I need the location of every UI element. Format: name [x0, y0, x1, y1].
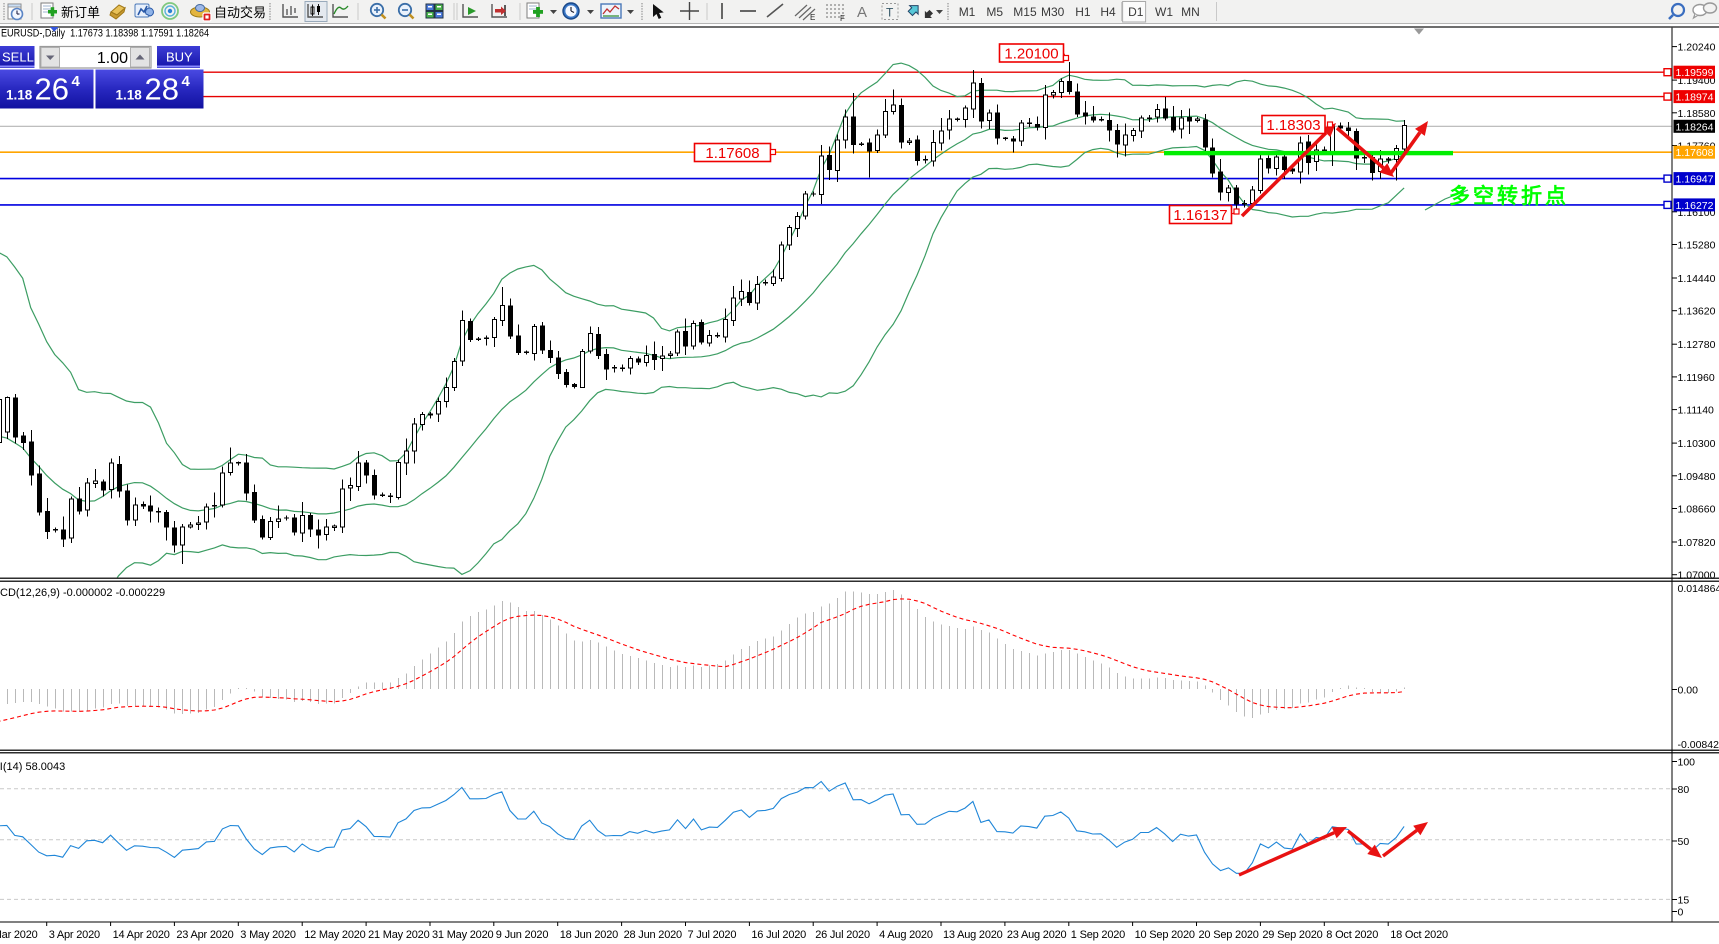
svg-text:3 Apr 2020: 3 Apr 2020: [49, 929, 100, 941]
svg-text:M5: M5: [986, 5, 1003, 19]
svg-text:F: F: [840, 14, 845, 23]
svg-text:4: 4: [182, 73, 191, 90]
svg-text:1.09480: 1.09480: [1678, 471, 1716, 483]
svg-text:1.07820: 1.07820: [1678, 537, 1716, 549]
svg-text:8 Oct 2020: 8 Oct 2020: [1326, 929, 1378, 941]
svg-text:25 Mar 2020: 25 Mar 2020: [0, 929, 38, 941]
svg-text:1.16137: 1.16137: [1173, 207, 1227, 224]
svg-text:1.19599: 1.19599: [1676, 67, 1714, 79]
svg-text:多空转折点: 多空转折点: [1449, 184, 1569, 208]
svg-text:1.18303: 1.18303: [1266, 117, 1320, 134]
svg-text:14 Apr 2020: 14 Apr 2020: [113, 929, 170, 941]
svg-text:1.07000: 1.07000: [1678, 570, 1716, 582]
svg-text:D1: D1: [1128, 5, 1144, 19]
svg-text:EURUSD-,Daily 1.17673 1.18398: EURUSD-,Daily 1.17673 1.18398 1.17591 1.…: [1, 28, 209, 40]
svg-text:18 Oct 2020: 18 Oct 2020: [1390, 929, 1448, 941]
svg-text:1.18974: 1.18974: [1676, 92, 1714, 104]
svg-text:M1: M1: [959, 5, 976, 19]
svg-text:23 Aug 2020: 23 Aug 2020: [1007, 929, 1067, 941]
svg-text:1.14440: 1.14440: [1678, 273, 1716, 285]
svg-text:31 May 2020: 31 May 2020: [432, 929, 493, 941]
svg-text:1 Sep 2020: 1 Sep 2020: [1071, 929, 1125, 941]
svg-text:21 May 2020: 21 May 2020: [368, 929, 429, 941]
svg-text:12 May 2020: 12 May 2020: [304, 929, 365, 941]
svg-text:1.10300: 1.10300: [1678, 438, 1716, 450]
svg-text:-0.008425: -0.008425: [1678, 739, 1719, 751]
svg-text:1.15280: 1.15280: [1678, 240, 1716, 252]
svg-text:0: 0: [1678, 907, 1684, 919]
svg-text:RSI(14) 58.0043: RSI(14) 58.0043: [0, 761, 65, 773]
svg-text:1.18264: 1.18264: [1676, 121, 1714, 133]
svg-text:M15: M15: [1013, 5, 1037, 19]
svg-text:MN: MN: [1181, 5, 1200, 19]
svg-text:E: E: [810, 13, 815, 22]
svg-text:16 Jul 2020: 16 Jul 2020: [751, 929, 806, 941]
svg-text:100: 100: [1678, 757, 1696, 769]
svg-text:10 Sep 2020: 10 Sep 2020: [1135, 929, 1195, 941]
svg-text:1.18580: 1.18580: [1678, 108, 1716, 120]
svg-text:29 Sep 2020: 29 Sep 2020: [1262, 929, 1322, 941]
svg-text:28: 28: [145, 72, 179, 107]
svg-text:MACD(12,26,9) -0.000002 -0.000: MACD(12,26,9) -0.000002 -0.000229: [0, 587, 165, 599]
svg-text:4: 4: [72, 73, 81, 90]
svg-text:自动交易: 自动交易: [214, 5, 266, 20]
svg-text:1.12780: 1.12780: [1678, 339, 1716, 351]
svg-text:W1: W1: [1155, 5, 1173, 19]
svg-text:0.00: 0.00: [1678, 685, 1699, 697]
svg-text:28 Jun 2020: 28 Jun 2020: [624, 929, 682, 941]
svg-text:50: 50: [1678, 836, 1690, 848]
svg-text:1.17608: 1.17608: [705, 145, 759, 162]
svg-text:13 Aug 2020: 13 Aug 2020: [943, 929, 1003, 941]
svg-text:1.00: 1.00: [97, 50, 128, 67]
svg-text:1.16947: 1.16947: [1676, 174, 1714, 186]
svg-text:23 Apr 2020: 23 Apr 2020: [176, 929, 233, 941]
svg-text:9 Jun 2020: 9 Jun 2020: [496, 929, 549, 941]
svg-text:1.20100: 1.20100: [1004, 45, 1058, 62]
svg-text:1.13620: 1.13620: [1678, 306, 1716, 318]
svg-text:H1: H1: [1075, 5, 1091, 19]
svg-text:18 Jun 2020: 18 Jun 2020: [560, 929, 618, 941]
svg-text:H4: H4: [1100, 5, 1116, 19]
svg-text:SELL: SELL: [2, 50, 34, 65]
svg-text:80: 80: [1678, 784, 1690, 796]
svg-text:7 Jul 2020: 7 Jul 2020: [688, 929, 737, 941]
svg-text:1.11140: 1.11140: [1678, 405, 1715, 417]
svg-text:1.17608: 1.17608: [1676, 147, 1714, 159]
svg-text:1.08660: 1.08660: [1678, 504, 1716, 516]
svg-text:15: 15: [1678, 895, 1690, 907]
svg-text:0.014864: 0.014864: [1678, 583, 1719, 595]
svg-text:M30: M30: [1041, 5, 1065, 19]
svg-text:A: A: [857, 4, 867, 21]
svg-text:20 Sep 2020: 20 Sep 2020: [1199, 929, 1259, 941]
svg-text:BUY: BUY: [166, 50, 193, 65]
svg-text:4 Aug 2020: 4 Aug 2020: [879, 929, 933, 941]
svg-text:T: T: [886, 6, 894, 20]
svg-text:1.18: 1.18: [6, 88, 33, 103]
svg-text:新订单: 新订单: [61, 5, 100, 20]
svg-text:1.16272: 1.16272: [1676, 200, 1714, 212]
svg-text:1.11960: 1.11960: [1678, 372, 1715, 384]
svg-text:26 Jul 2020: 26 Jul 2020: [815, 929, 870, 941]
svg-text:26: 26: [35, 72, 69, 107]
svg-text:1.20240: 1.20240: [1678, 42, 1716, 54]
svg-text:1.18: 1.18: [116, 88, 143, 103]
svg-text:3 May 2020: 3 May 2020: [240, 929, 296, 941]
